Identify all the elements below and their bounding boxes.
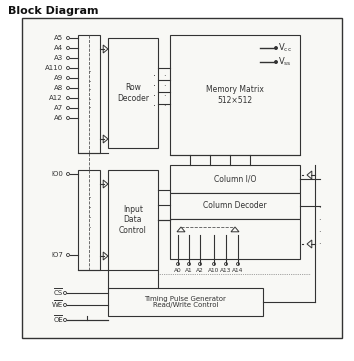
Text: A14: A14 bbox=[232, 269, 244, 274]
Text: .: . bbox=[88, 101, 90, 110]
Text: Column I/O: Column I/O bbox=[214, 174, 256, 183]
Text: .: . bbox=[318, 213, 320, 222]
Text: .: . bbox=[153, 88, 155, 98]
Text: .: . bbox=[153, 68, 155, 78]
Text: .: . bbox=[318, 225, 320, 234]
Circle shape bbox=[274, 47, 278, 49]
Text: Memory Matrix
512×512: Memory Matrix 512×512 bbox=[206, 85, 264, 105]
Text: .: . bbox=[318, 200, 320, 209]
Text: V$_{\rm ss}$: V$_{\rm ss}$ bbox=[278, 56, 292, 68]
Text: .: . bbox=[163, 78, 165, 87]
Text: A5: A5 bbox=[54, 35, 63, 41]
Text: A8: A8 bbox=[54, 85, 63, 91]
Text: IO0: IO0 bbox=[51, 171, 63, 177]
Text: .: . bbox=[163, 99, 165, 108]
Bar bbox=[78, 35, 100, 153]
Bar bbox=[170, 219, 300, 259]
Text: A4: A4 bbox=[54, 45, 63, 51]
Bar bbox=[170, 165, 300, 193]
Text: V$_{\rm cc}$: V$_{\rm cc}$ bbox=[278, 42, 292, 54]
Text: .: . bbox=[88, 65, 90, 74]
Text: A1: A1 bbox=[185, 269, 193, 274]
Bar bbox=[108, 38, 158, 148]
Text: Timing Pulse Generator
Read/Write Control: Timing Pulse Generator Read/Write Contro… bbox=[144, 296, 227, 309]
Text: A6: A6 bbox=[54, 115, 63, 121]
Text: Block Diagram: Block Diagram bbox=[8, 6, 98, 16]
Bar bbox=[108, 170, 158, 270]
Bar bbox=[170, 193, 300, 219]
Text: A0: A0 bbox=[174, 269, 182, 274]
Text: A3: A3 bbox=[54, 55, 63, 61]
Text: .: . bbox=[88, 83, 90, 92]
Text: .: . bbox=[88, 74, 90, 83]
Text: Row
Decoder: Row Decoder bbox=[117, 83, 149, 103]
Text: .: . bbox=[318, 236, 320, 245]
Text: A10: A10 bbox=[208, 269, 220, 274]
Text: .: . bbox=[88, 200, 90, 209]
Text: A9: A9 bbox=[54, 75, 63, 81]
Text: .: . bbox=[88, 221, 90, 230]
Text: .: . bbox=[153, 78, 155, 88]
Text: WE: WE bbox=[52, 302, 63, 308]
Text: Input
Data
Control: Input Data Control bbox=[119, 205, 147, 235]
Text: .: . bbox=[88, 92, 90, 101]
Bar bbox=[170, 35, 300, 155]
Text: A13: A13 bbox=[220, 269, 232, 274]
Text: .: . bbox=[88, 191, 90, 200]
Circle shape bbox=[274, 61, 278, 64]
Text: .: . bbox=[163, 69, 165, 78]
Text: A7: A7 bbox=[54, 105, 63, 111]
Text: .: . bbox=[88, 210, 90, 219]
Text: OE: OE bbox=[53, 317, 63, 323]
Text: A110: A110 bbox=[45, 65, 63, 71]
Text: Column Decoder: Column Decoder bbox=[203, 201, 267, 210]
Text: A2: A2 bbox=[196, 269, 204, 274]
Text: CS: CS bbox=[54, 290, 63, 296]
Text: A12: A12 bbox=[49, 95, 63, 101]
Text: IO7: IO7 bbox=[51, 252, 63, 258]
Bar bbox=[78, 170, 100, 270]
Text: .: . bbox=[163, 88, 165, 97]
Bar bbox=[108, 288, 263, 316]
Text: .: . bbox=[153, 98, 155, 108]
Bar bbox=[22, 18, 342, 338]
